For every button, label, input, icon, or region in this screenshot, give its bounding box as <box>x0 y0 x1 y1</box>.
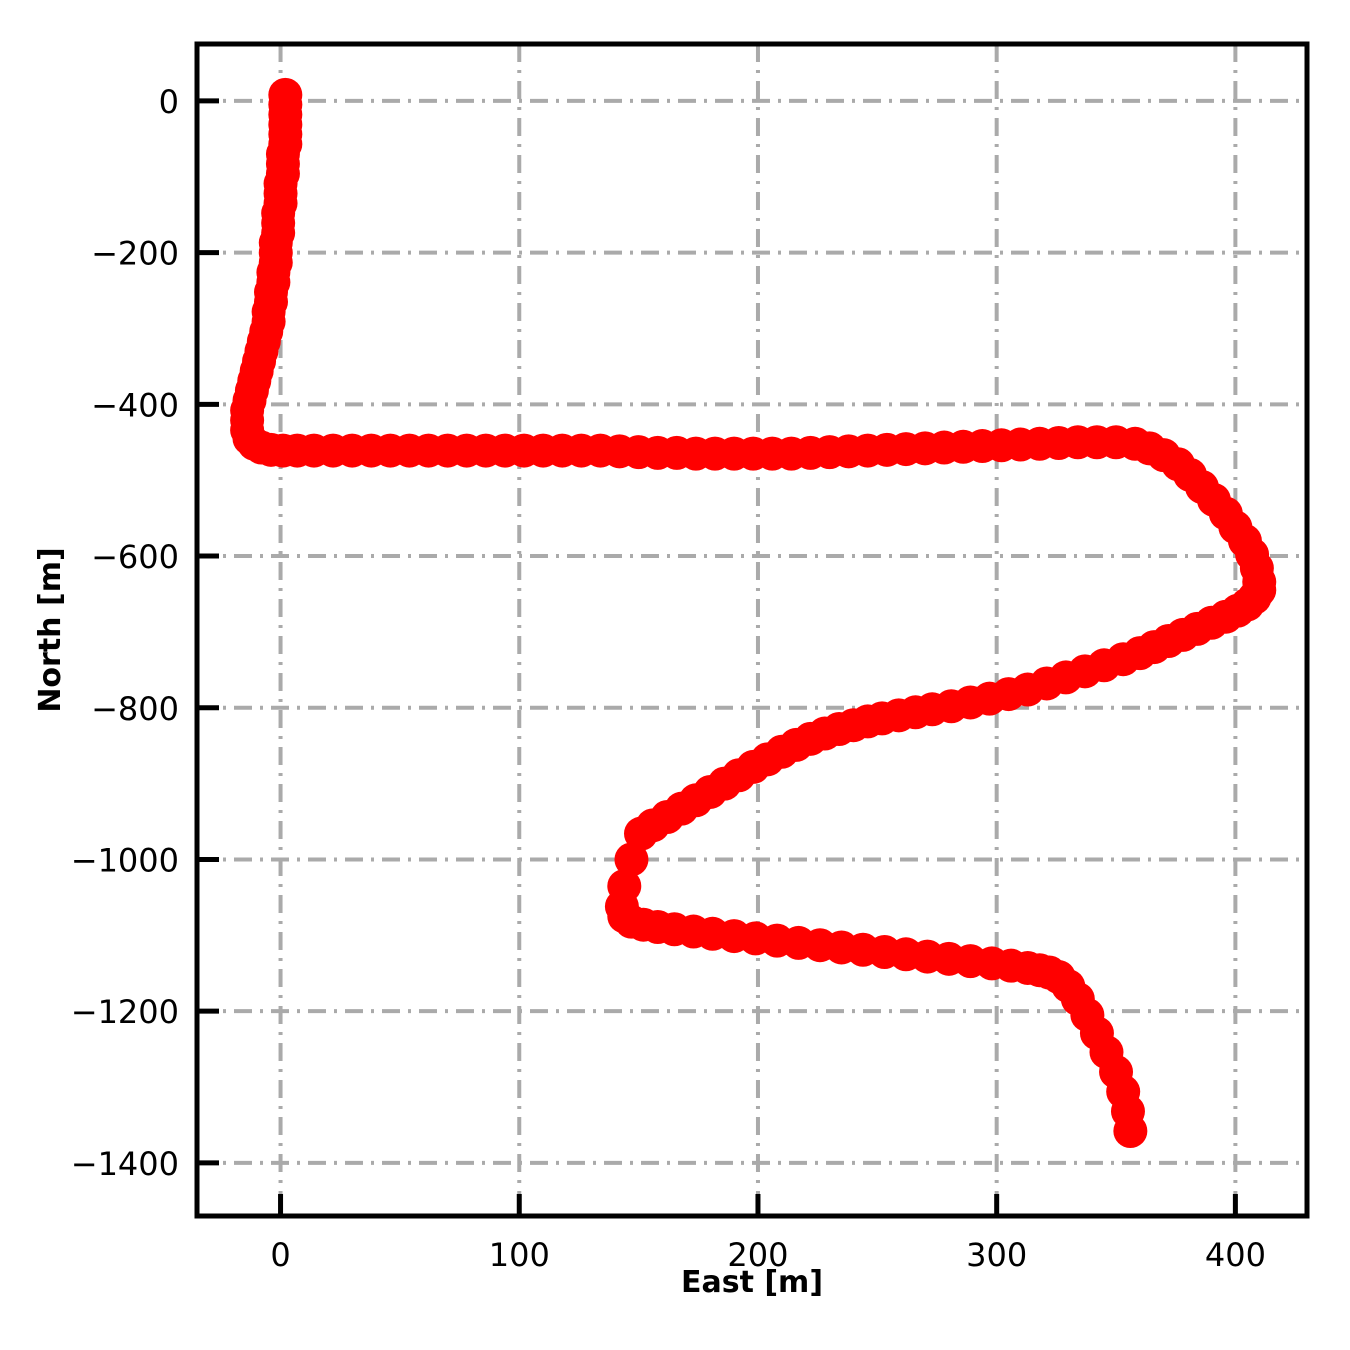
y-tick-label: −1400 <box>71 1145 179 1183</box>
x-tick-label: 100 <box>489 1236 550 1274</box>
y-axis-ticks <box>197 98 219 1166</box>
y-tick-label: −800 <box>91 690 179 728</box>
y-tick-label: −200 <box>91 235 179 273</box>
y-tick-label: −1200 <box>71 993 179 1031</box>
data-series-layer <box>230 77 1277 1149</box>
y-tick-label: −400 <box>91 386 179 424</box>
y-tick-label: −1000 <box>71 841 179 879</box>
horizontal-gridlines <box>197 98 1307 1165</box>
series-marker <box>614 842 649 877</box>
plot-area-background <box>197 44 1307 1216</box>
axes-frame <box>194 41 1310 1219</box>
y-tick-label: −600 <box>91 538 179 576</box>
x-axis-title: East [m] <box>681 1265 823 1300</box>
y-tick-label: 0 <box>159 83 179 121</box>
x-tick-label: 200 <box>727 1236 788 1274</box>
x-axis-ticks <box>278 1194 1238 1216</box>
x-tick-label: 400 <box>1205 1236 1266 1274</box>
x-axis-tick-labels: 0 100 200 300 400 <box>270 1236 1266 1274</box>
series-marker <box>1113 1114 1148 1149</box>
series-marker <box>624 816 658 851</box>
y-axis-title: North [m] <box>33 547 68 712</box>
y-axis-tick-labels: 0 −200 −400 −600 −800 −1000 −1200 −1400 <box>71 83 179 1183</box>
x-tick-label: 300 <box>966 1236 1027 1274</box>
x-tick-label: 0 <box>270 1236 290 1274</box>
